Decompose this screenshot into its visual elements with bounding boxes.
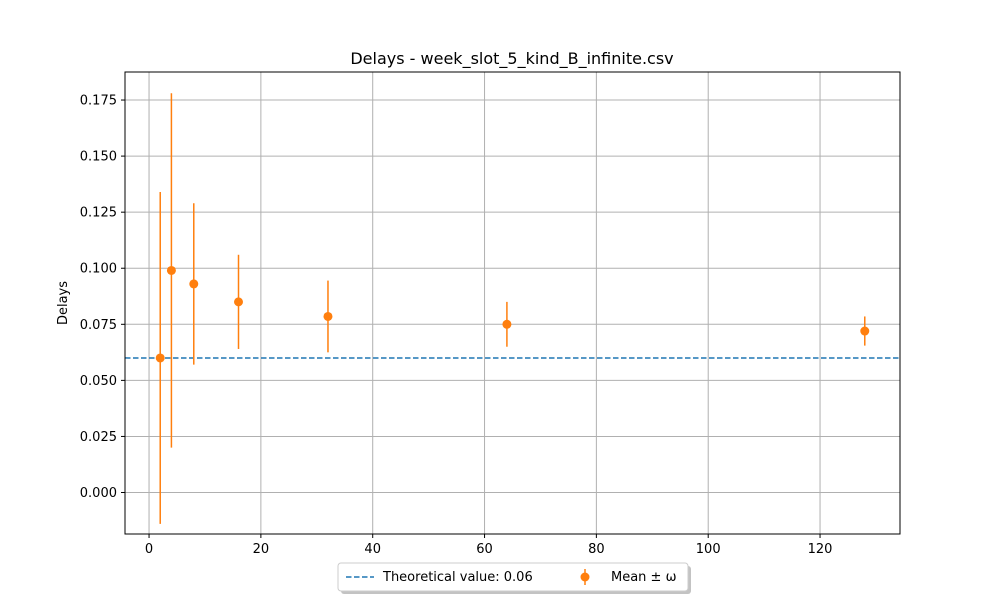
y-tick-label: 0.025 [80,430,117,445]
data-point [166,265,176,275]
y-tick-label: 0.175 [80,94,117,109]
legend: Theoretical value: 0.06 Mean ± ω [337,562,691,594]
x-tick-label: 20 [253,542,270,557]
y-tick-label: 0.100 [80,262,117,277]
x-tick-label: 40 [364,542,381,557]
legend-box [337,562,689,592]
legend-series-label: Mean ± ω [611,570,676,585]
data-point [155,353,165,363]
grid [125,72,900,534]
y-tick-label: 0.075 [80,318,117,333]
tick-layer: 0 20 40 60 80 100 120 0.000 0.025 0.050 0.075 0.100… [80,94,833,557]
x-tick-label: 80 [588,542,605,557]
x-tick-label: 60 [476,542,493,557]
data-layer [155,93,870,524]
y-tick-label: 0.150 [80,150,117,165]
chart-title: Delays - week_slot_5_kind_B_infinite.csv [350,49,673,69]
y-tick-label: 0.050 [80,374,117,389]
data-point [323,311,333,321]
data-point [234,297,244,307]
data-point [860,326,870,336]
legend-theoretical-label: Theoretical value: 0.06 [382,570,533,585]
legend-series-marker [580,572,590,582]
plot-frame [124,71,901,535]
y-axis-label: Delays [56,281,71,325]
x-tick-label: 0 [145,542,153,557]
x-tick-label: 100 [696,542,721,557]
data-point [502,319,512,329]
x-tick-label: 120 [808,542,833,557]
data-point [189,279,199,289]
y-tick-label: 0.000 [80,486,117,501]
y-tick-label: 0.125 [80,206,117,221]
